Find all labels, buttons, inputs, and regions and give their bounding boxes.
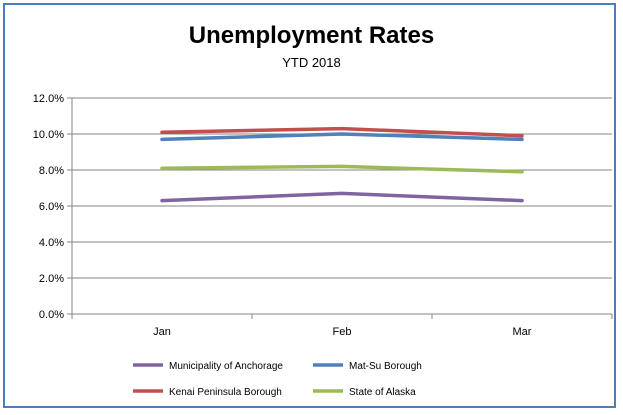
y-tick-label: 4.0% — [39, 237, 64, 249]
y-tick-label: 0.0% — [39, 309, 64, 321]
x-tick-label: Feb — [333, 326, 352, 338]
y-tick-label: 8.0% — [39, 165, 64, 177]
y-tick-label: 10.0% — [33, 129, 64, 141]
legend-label: Kenai Peninsula Borough — [169, 387, 282, 398]
chart-title: Unemployment Rates — [188, 22, 435, 49]
legend-label: Municipality of Anchorage — [169, 361, 283, 372]
legend-label: Mat-Su Borough — [349, 361, 422, 372]
y-tick-label: 12.0% — [33, 93, 64, 105]
y-tick-label: 6.0% — [39, 201, 64, 213]
series-line-2 — [160, 126, 524, 138]
x-tick-label: Mar — [513, 326, 532, 338]
chart-subtitle: YTD 2018 — [282, 55, 341, 70]
series-line-3 — [160, 164, 524, 174]
legend-label: State of Alaska — [349, 387, 416, 398]
x-tick-label: Jan — [153, 326, 171, 338]
series-line-1 — [160, 132, 524, 142]
series-line-0 — [160, 191, 524, 203]
y-tick-label: 2.0% — [39, 273, 64, 285]
